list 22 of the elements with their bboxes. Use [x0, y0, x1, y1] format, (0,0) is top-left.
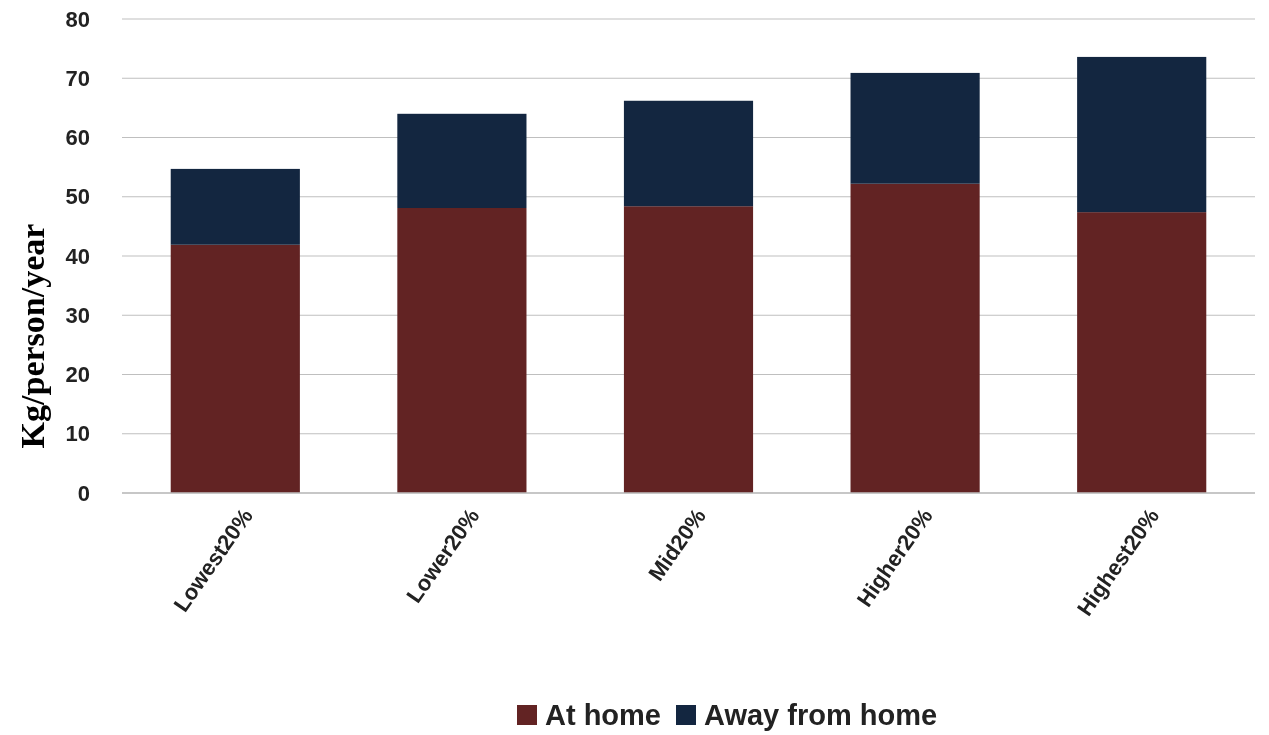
y-tick-label: 50	[65, 184, 90, 210]
y-tick-label: 80	[65, 6, 90, 32]
bar	[170, 244, 300, 493]
legend-label: At home	[545, 699, 661, 732]
y-tick-label: 20	[65, 362, 90, 388]
y-tick-label: 70	[65, 65, 90, 91]
bar	[623, 206, 754, 493]
bar	[397, 208, 527, 493]
y-tick-label: 30	[65, 302, 90, 328]
y-tick-label: 0	[77, 480, 90, 506]
bar	[1077, 212, 1207, 493]
bar	[850, 72, 980, 184]
y-tick-label: 60	[65, 125, 90, 151]
bar	[623, 100, 754, 207]
bar	[170, 168, 300, 245]
bar	[1077, 56, 1207, 213]
bar	[850, 183, 980, 493]
y-tick-label: 40	[65, 243, 90, 269]
legend-label: Away from home	[704, 699, 938, 732]
y-tick-label: 10	[65, 421, 90, 447]
bar	[397, 113, 527, 209]
y-axis-title: Kg/person/year	[14, 223, 51, 449]
